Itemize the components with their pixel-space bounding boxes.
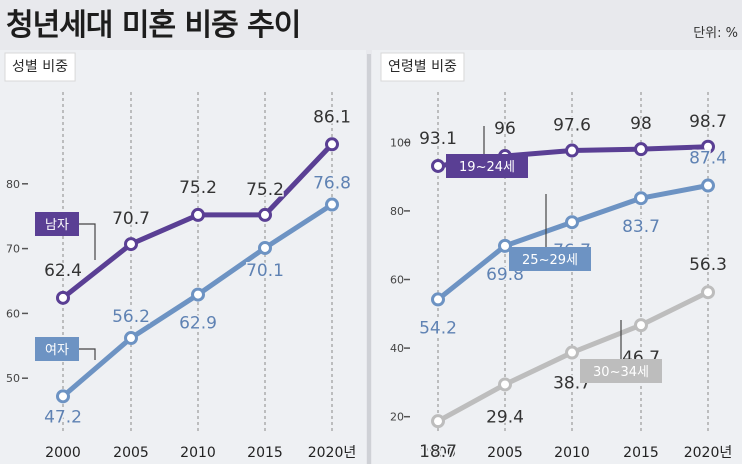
data-label: 54.2 xyxy=(419,318,457,338)
chart-subtitle-box xyxy=(380,52,465,82)
data-label: 83.7 xyxy=(622,217,660,237)
legend-label: 남자 xyxy=(45,218,69,233)
x-tick-label: 2020년 xyxy=(684,445,733,461)
data-label: 76.8 xyxy=(313,174,351,194)
data-label: 70.1 xyxy=(246,261,284,281)
y-tick-label: 80 xyxy=(390,205,404,218)
data-point xyxy=(191,287,205,302)
data-point xyxy=(701,285,715,300)
data-label: 56.3 xyxy=(689,255,727,275)
data-point xyxy=(634,191,648,206)
page-title: 청년세대 미혼 비중 추이 xyxy=(6,8,301,43)
data-point xyxy=(565,143,579,158)
data-label: 56.2 xyxy=(112,307,150,327)
data-point xyxy=(325,197,339,212)
x-tick-label: 2015 xyxy=(623,445,659,461)
data-point xyxy=(634,142,648,157)
chart-subtitle: 연령별 비중 xyxy=(388,59,457,75)
data-label: 98 xyxy=(630,114,652,134)
data-point xyxy=(56,389,70,404)
y-tick-label: 100 xyxy=(390,136,411,149)
legend-box xyxy=(35,212,79,236)
x-tick-label: 2010 xyxy=(554,445,590,461)
legend-leader-line xyxy=(79,223,96,260)
data-label: 70.7 xyxy=(112,209,150,229)
panel-divider xyxy=(367,54,371,464)
legend-leader-line xyxy=(79,348,96,360)
data-label: 62.9 xyxy=(179,314,217,334)
legend-box xyxy=(446,154,528,178)
y-tick-label: 40 xyxy=(390,342,404,355)
unit-note: 단위: % xyxy=(693,26,738,41)
data-label: 18.7 xyxy=(419,442,457,462)
data-point xyxy=(701,139,715,154)
data-point xyxy=(191,207,205,222)
legend-label: 여자 xyxy=(45,343,69,358)
data-label: 93.1 xyxy=(419,129,457,149)
chart-subtitle-box xyxy=(4,52,76,82)
data-point xyxy=(701,178,715,193)
x-tick-label: 2000 xyxy=(45,445,81,461)
data-point xyxy=(431,292,445,307)
gender-chart: 성별 비중 50 60 70 80 2000 2005 2010 2015 2020년 62.4 70… xyxy=(4,52,357,461)
data-point xyxy=(565,345,579,360)
legend-box xyxy=(580,359,662,383)
data-point xyxy=(498,377,512,392)
data-label: 87.4 xyxy=(689,149,727,169)
y-tick-label: 80 xyxy=(6,178,20,191)
data-point xyxy=(431,158,445,173)
legend-box xyxy=(509,247,591,271)
data-label: 96 xyxy=(494,119,516,139)
age-chart: 연령별 비중 20 40 60 80 100 2000 2005 2010 2015 2020년 93… xyxy=(380,52,733,464)
data-label: 47.2 xyxy=(44,407,82,427)
data-point xyxy=(498,238,512,253)
data-point xyxy=(565,215,579,230)
y-tick-label: 60 xyxy=(390,274,404,287)
y-tick-label: 60 xyxy=(6,307,20,320)
data-point xyxy=(258,240,272,255)
data-label: 62.4 xyxy=(44,261,82,281)
data-point xyxy=(325,137,339,152)
data-point xyxy=(634,318,648,333)
data-label: 97.6 xyxy=(553,116,591,136)
legend-box xyxy=(35,337,79,361)
y-tick-label: 20 xyxy=(390,411,404,424)
data-point xyxy=(124,237,138,252)
y-tick-label: 70 xyxy=(6,243,20,256)
x-tick-label: 2020년 xyxy=(308,445,357,461)
legend-label: 19~24세 xyxy=(459,160,515,175)
data-label: 29.4 xyxy=(486,407,524,427)
data-point xyxy=(258,207,272,222)
x-tick-label: 2000 xyxy=(420,445,456,461)
data-label: 75.2 xyxy=(179,178,217,198)
legend-label: 30~34세 xyxy=(593,365,649,380)
data-point xyxy=(124,331,138,346)
x-tick-label: 2005 xyxy=(487,445,523,461)
data-label: 75.2 xyxy=(246,180,284,200)
x-tick-label: 2005 xyxy=(113,445,149,461)
x-tick-label: 2015 xyxy=(247,445,283,461)
y-tick-label: 50 xyxy=(6,372,20,385)
chart-subtitle: 성별 비중 xyxy=(12,59,68,75)
x-tick-label: 2010 xyxy=(180,445,216,461)
data-point xyxy=(56,290,70,305)
data-label: 86.1 xyxy=(313,107,351,127)
data-label: 98.7 xyxy=(689,112,727,132)
data-point xyxy=(431,414,445,429)
legend-label: 25~29세 xyxy=(522,253,578,268)
